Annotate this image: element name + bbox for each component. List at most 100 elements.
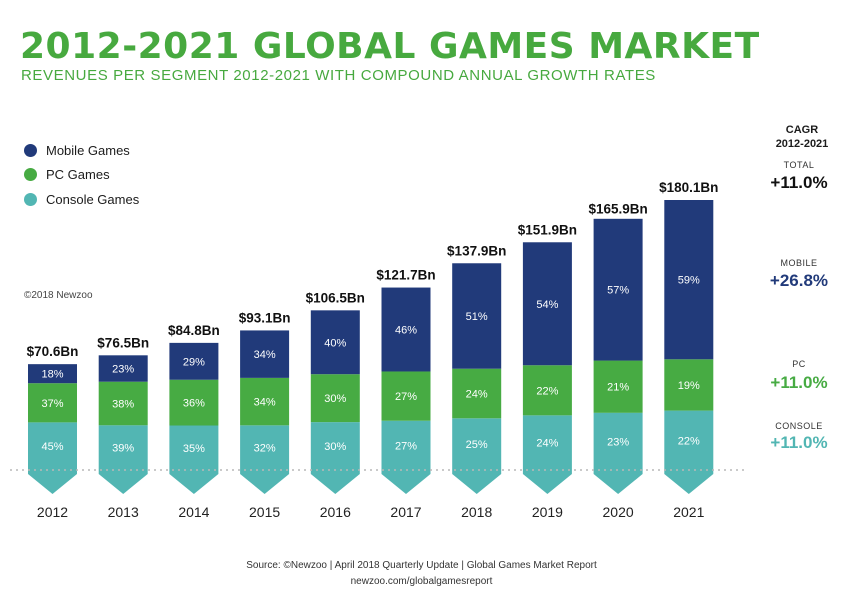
bar-segment-console-games-2019 xyxy=(522,415,572,494)
legend-item-mobile: Mobile Games xyxy=(24,138,139,163)
cagr-heading-line2: 2012-2021 xyxy=(775,138,829,150)
segment-label-console-games-2013: 39% xyxy=(112,443,134,455)
cagr-console-value: +11.0% xyxy=(770,433,828,452)
bar-segment-console-games-2014 xyxy=(169,425,219,494)
segment-label-mobile-games-2019: 54% xyxy=(536,299,558,311)
bar-segment-mobile-games-2019 xyxy=(522,242,572,366)
bar-segment-console-games-2017 xyxy=(381,420,431,494)
total-label-2013: $76.5Bn xyxy=(97,335,149,350)
bar-segment-mobile-games-2017 xyxy=(381,287,431,372)
segment-label-pc-games-2016: 30% xyxy=(324,393,346,405)
cagr-console-label: CONSOLE xyxy=(775,421,823,431)
x-tick-label-2015: 2015 xyxy=(249,504,280,520)
bar-segment-pc-games-2016 xyxy=(310,374,360,423)
bar-segment-console-games-2016 xyxy=(310,422,360,494)
total-label-2019: $151.9Bn xyxy=(518,222,577,237)
bar-segment-mobile-games-2015 xyxy=(240,330,290,378)
bar-segment-mobile-games-2013 xyxy=(98,355,148,382)
segment-label-mobile-games-2016: 40% xyxy=(324,337,346,349)
legend-label-pc: PC Games xyxy=(46,167,110,183)
x-tick-label-2017: 2017 xyxy=(390,504,421,520)
bar-segment-console-games-2015 xyxy=(240,425,290,494)
x-tick-label-2013: 2013 xyxy=(108,504,139,520)
legend-label-console: Console Games xyxy=(46,191,140,207)
legend-swatch-console xyxy=(24,192,37,206)
segment-label-pc-games-2021: 19% xyxy=(678,380,700,392)
bar-segment-pc-games-2013 xyxy=(98,381,148,426)
legend-item-console: Console Games xyxy=(24,187,139,212)
total-label-2012: $70.6Bn xyxy=(27,344,79,359)
segment-label-mobile-games-2020: 57% xyxy=(607,285,629,297)
footer-source: Source: ©Newzoo | April 2018 Quarterly U… xyxy=(246,560,597,571)
segment-label-mobile-games-2018: 51% xyxy=(466,311,488,323)
total-label-2021: $180.1Bn xyxy=(659,180,718,195)
total-label-2015: $93.1Bn xyxy=(239,310,291,325)
cagr-total-label: TOTAL xyxy=(783,160,815,170)
total-label-2020: $165.9Bn xyxy=(588,201,647,216)
segment-label-mobile-games-2021: 59% xyxy=(678,275,700,287)
bar-segment-mobile-games-2012 xyxy=(28,364,77,384)
segment-label-pc-games-2012: 37% xyxy=(41,398,63,410)
x-tick-label-2016: 2016 xyxy=(320,504,351,520)
cagr-pc-label: PC xyxy=(792,359,806,369)
cagr-heading-line1: CAGR xyxy=(785,124,819,136)
total-label-2016: $106.5Bn xyxy=(306,290,365,305)
bar-segment-mobile-games-2016 xyxy=(310,310,360,375)
segment-label-console-games-2015: 32% xyxy=(254,443,276,455)
copyright-note: ©2018 Newzoo xyxy=(24,290,93,301)
segment-label-console-games-2016: 30% xyxy=(324,441,346,453)
segment-label-pc-games-2017: 27% xyxy=(395,391,417,403)
bar-segment-pc-games-2017 xyxy=(381,371,431,421)
bar-segment-mobile-games-2014 xyxy=(169,342,219,380)
segment-label-pc-games-2013: 38% xyxy=(112,398,134,410)
segment-label-mobile-games-2012: 18% xyxy=(41,369,63,381)
bar-segment-pc-games-2020 xyxy=(593,360,643,413)
x-tick-label-2012: 2012 xyxy=(37,504,68,520)
segment-label-pc-games-2019: 22% xyxy=(536,385,558,397)
bar-segment-pc-games-2014 xyxy=(169,379,219,426)
bar-segment-pc-games-2015 xyxy=(240,377,290,426)
segment-label-console-games-2012: 45% xyxy=(41,441,63,453)
bar-segment-mobile-games-2021 xyxy=(664,200,714,360)
segment-label-pc-games-2014: 36% xyxy=(183,398,205,410)
segment-label-console-games-2018: 25% xyxy=(466,439,488,451)
segment-label-mobile-games-2015: 34% xyxy=(254,349,276,361)
segment-label-pc-games-2015: 34% xyxy=(254,397,276,409)
segment-label-pc-games-2018: 24% xyxy=(466,389,488,401)
segment-label-console-games-2021: 22% xyxy=(678,435,700,447)
bar-segment-console-games-2018 xyxy=(452,418,502,494)
segment-label-mobile-games-2014: 29% xyxy=(183,356,205,368)
legend-swatch-pc xyxy=(24,168,37,182)
cagr-pc-value: +11.0% xyxy=(770,373,828,392)
bar-segment-pc-games-2018 xyxy=(452,368,502,419)
legend-item-pc: PC Games xyxy=(24,163,139,188)
x-tick-label-2021: 2021 xyxy=(673,504,704,520)
cagr-mobile-label: MOBILE xyxy=(780,258,818,268)
bar-segment-console-games-2020 xyxy=(593,412,643,494)
segment-label-console-games-2017: 27% xyxy=(395,440,417,452)
bar-segment-mobile-games-2020 xyxy=(593,218,643,361)
total-label-2017: $121.7Bn xyxy=(376,268,435,283)
x-tick-label-2014: 2014 xyxy=(178,504,209,520)
segment-label-mobile-games-2017: 46% xyxy=(395,325,417,337)
bar-segment-console-games-2012 xyxy=(28,422,77,494)
total-label-2014: $84.8Bn xyxy=(168,323,220,338)
footer-url: newzoo.com/globalgamesreport xyxy=(350,576,493,587)
bar-segment-mobile-games-2018 xyxy=(452,263,502,369)
page-subtitle: REVENUES PER SEGMENT 2012-2021 WITH COMP… xyxy=(21,67,656,84)
segment-label-console-games-2019: 24% xyxy=(536,438,558,450)
page-title: 2012-2021 GLOBAL GAMES MARKET xyxy=(20,26,760,67)
segment-label-mobile-games-2013: 23% xyxy=(112,364,134,376)
segment-label-console-games-2020: 23% xyxy=(607,436,629,448)
cagr-mobile-value: +26.8% xyxy=(769,271,829,290)
bar-segment-pc-games-2012 xyxy=(28,383,77,423)
bar-segment-console-games-2021 xyxy=(664,410,714,494)
x-tick-label-2019: 2019 xyxy=(532,504,563,520)
total-label-2018: $137.9Bn xyxy=(447,243,506,258)
cagr-total-value: +11.0% xyxy=(770,173,828,192)
bar-segment-pc-games-2021 xyxy=(664,359,714,411)
bar-segment-console-games-2013 xyxy=(98,425,148,494)
cagr-heading: CAGR 2012-2021 xyxy=(762,123,842,151)
legend-label-mobile: Mobile Games xyxy=(46,142,130,158)
